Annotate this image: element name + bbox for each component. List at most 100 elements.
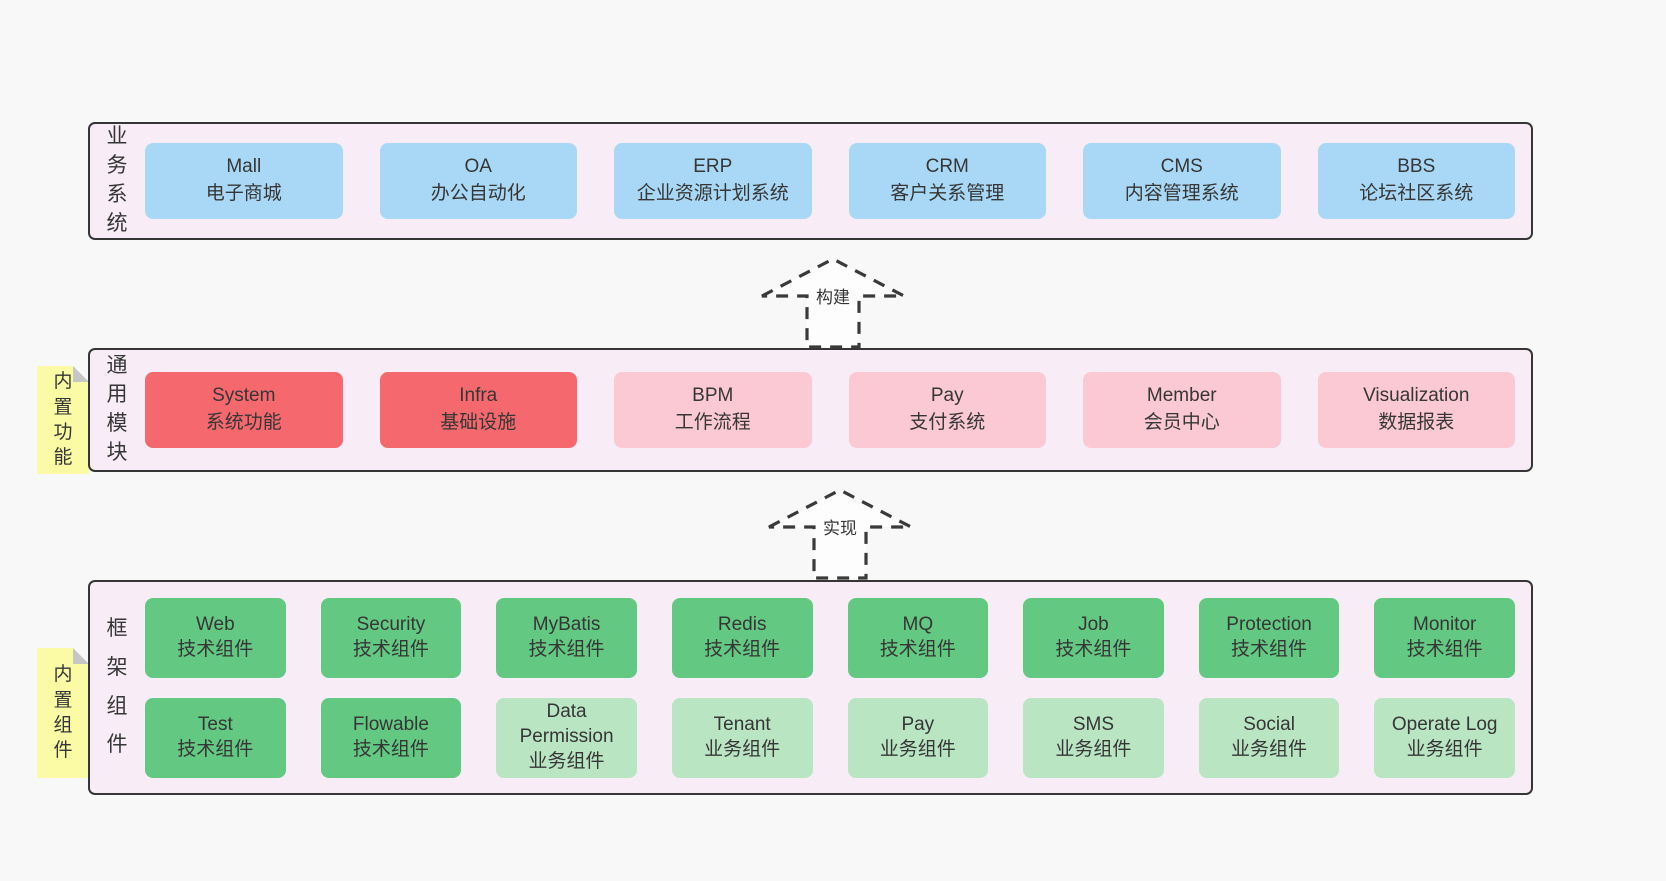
- box-subtitle: 技术组件: [1055, 638, 1132, 660]
- box-title: SMS: [1072, 713, 1115, 735]
- box-title: Infra: [459, 385, 498, 407]
- box-title: System: [212, 385, 276, 407]
- box-web: Web 技术组件: [145, 597, 286, 678]
- box-social: Social 业务组件: [1198, 697, 1340, 778]
- box-bpm: BPM 工作流程: [614, 372, 812, 448]
- box-subtitle: 系统功能: [205, 412, 282, 433]
- box-mq: MQ 技术组件: [847, 597, 989, 678]
- box-redis: Redis 技术组件: [671, 597, 813, 678]
- box-cms: CMS 内容管理系统: [1083, 143, 1281, 219]
- box-title: Data Permission: [519, 701, 614, 748]
- box-visualization: Visualization 数据报表: [1317, 372, 1515, 448]
- arrow-build-label: 构建: [816, 288, 850, 307]
- box-subtitle: 基础设施: [440, 412, 517, 433]
- box-subtitle: 业务组件: [1231, 738, 1308, 760]
- box-title: Mall: [226, 156, 262, 178]
- box-subtitle: 技术组件: [177, 638, 254, 660]
- box-subtitle: 内容管理系统: [1124, 183, 1239, 204]
- box-title: MQ: [902, 613, 934, 635]
- box-job: Job 技术组件: [1023, 597, 1164, 678]
- box-title: Job: [1078, 613, 1109, 635]
- box-sms: SMS 业务组件: [1023, 697, 1164, 778]
- box-data-permission: Data Permission 业务组件: [496, 697, 637, 778]
- box-subtitle: 企业资源计划系统: [636, 183, 789, 204]
- layer-label-business: 业务系统: [106, 125, 128, 235]
- arrow-label-mask: [810, 284, 856, 310]
- box-title: Flowable: [352, 713, 429, 735]
- box-subtitle: 电子商城: [205, 183, 282, 204]
- box-title: Member: [1146, 385, 1217, 407]
- arrow-implement: 实现: [768, 488, 912, 580]
- box-tenant: Tenant 业务组件: [671, 697, 813, 778]
- component-row-1: Web 技术组件 Security 技术组件 MyBatis 技术组件 Redi…: [145, 597, 1515, 678]
- component-row-2: Test 技术组件 Flowable 技术组件 Data Permission …: [145, 697, 1515, 778]
- box-subtitle: 业务组件: [879, 738, 956, 760]
- box-title: Protection: [1226, 613, 1312, 635]
- box-subtitle: 技术组件: [1231, 638, 1308, 660]
- box-subtitle: 业务组件: [704, 738, 781, 760]
- component-rows: Web 技术组件 Security 技术组件 MyBatis 技术组件 Redi…: [145, 597, 1515, 778]
- box-mall: Mall 电子商城: [145, 143, 343, 219]
- box-subtitle: 技术组件: [352, 738, 429, 760]
- box-crm: CRM 客户关系管理: [848, 143, 1046, 219]
- box-title: BBS: [1397, 156, 1436, 178]
- box-title: Social: [1243, 713, 1295, 735]
- box-subtitle: 技术组件: [528, 638, 605, 660]
- box-test: Test 技术组件: [145, 697, 286, 778]
- box-title: CRM: [925, 156, 969, 178]
- box-title: OA: [464, 156, 492, 178]
- box-erp: ERP 企业资源计划系统: [614, 143, 812, 219]
- box-subtitle: 技术组件: [704, 638, 781, 660]
- box-monitor: Monitor 技术组件: [1374, 597, 1515, 678]
- box-operate-log: Operate Log 业务组件: [1374, 697, 1515, 778]
- box-member: Member 会员中心: [1083, 372, 1281, 448]
- layer-common-modules: 通用模块 System 系统功能 Infra 基础设施 BPM 工作流程 Pay…: [88, 348, 1533, 472]
- note-text: 内置功能: [53, 371, 73, 469]
- box-title: Redis: [717, 613, 767, 635]
- box-infra: Infra 基础设施: [379, 372, 577, 448]
- box-title: Test: [197, 713, 233, 735]
- box-bbs: BBS 论坛社区系统: [1317, 143, 1515, 219]
- box-pay-system: Pay 支付系统: [848, 372, 1046, 448]
- box-title: ERP: [693, 156, 733, 178]
- layer-business-systems: 业务系统 Mall 电子商城 OA 办公自动化 ERP 企业资源计划系统 CRM…: [88, 122, 1533, 240]
- box-title: Pay: [930, 385, 964, 407]
- box-title: CMS: [1160, 156, 1203, 178]
- box-mybatis: MyBatis 技术组件: [496, 597, 637, 678]
- box-title: Visualization: [1363, 385, 1470, 407]
- note-text: 内置组件: [53, 664, 73, 762]
- layer-label-components: 框架组件: [106, 616, 128, 757]
- box-subtitle: 办公自动化: [430, 183, 526, 204]
- box-subtitle: 技术组件: [352, 638, 429, 660]
- box-subtitle: 业务组件: [1055, 738, 1132, 760]
- box-system: System 系统功能: [145, 372, 343, 448]
- box-subtitle: 业务组件: [1406, 738, 1483, 760]
- box-subtitle: 技术组件: [879, 638, 956, 660]
- box-subtitle: 业务组件: [528, 750, 605, 772]
- arrow-build: 构建: [761, 257, 905, 349]
- box-security: Security 技术组件: [320, 597, 462, 678]
- box-flowable: Flowable 技术组件: [320, 697, 462, 778]
- note-built-in-functions: 内置功能: [37, 366, 89, 474]
- box-oa: OA 办公自动化: [379, 143, 577, 219]
- box-title: MyBatis: [532, 613, 601, 635]
- box-subtitle: 客户关系管理: [890, 183, 1005, 204]
- box-title: Web: [195, 613, 235, 635]
- box-subtitle: 工作流程: [674, 412, 751, 433]
- box-protection: Protection 技术组件: [1198, 597, 1340, 678]
- box-title: Pay: [901, 713, 935, 735]
- folded-corner-icon: [73, 366, 89, 382]
- box-title: BPM: [692, 385, 734, 407]
- box-title: Monitor: [1413, 613, 1477, 635]
- module-boxes: System 系统功能 Infra 基础设施 BPM 工作流程 Pay 支付系统…: [145, 372, 1515, 448]
- box-subtitle: 支付系统: [909, 412, 986, 433]
- box-pay-component: Pay 业务组件: [847, 697, 989, 778]
- arrow-label-mask: [817, 515, 863, 541]
- business-boxes: Mall 电子商城 OA 办公自动化 ERP 企业资源计划系统 CRM 客户关系…: [145, 143, 1515, 219]
- arrow-implement-label: 实现: [823, 519, 857, 538]
- box-subtitle: 数据报表: [1378, 412, 1455, 433]
- box-subtitle: 技术组件: [1406, 638, 1483, 660]
- box-title: Tenant: [713, 713, 771, 735]
- box-subtitle: 会员中心: [1143, 412, 1220, 433]
